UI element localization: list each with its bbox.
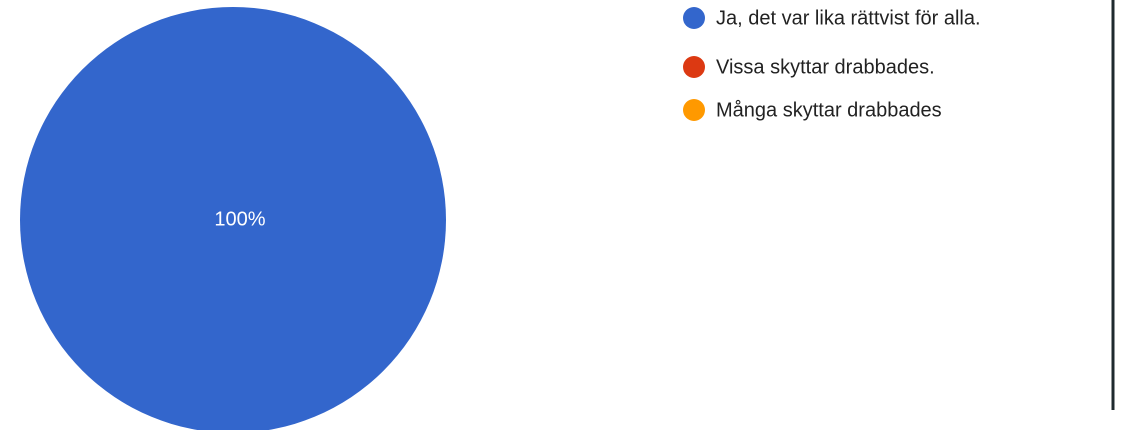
legend-swatch [683, 7, 705, 29]
legend-text: Ja, det var lika rättvist för alla. [716, 7, 981, 29]
slice-label: 100% [214, 208, 265, 230]
legend-swatch [683, 56, 705, 78]
legend-text: Vissa skyttar drabbades. [716, 56, 935, 78]
legend-text: Många skyttar drabbades [716, 99, 942, 121]
pie-slice [20, 7, 446, 430]
legend-swatch [683, 99, 705, 121]
